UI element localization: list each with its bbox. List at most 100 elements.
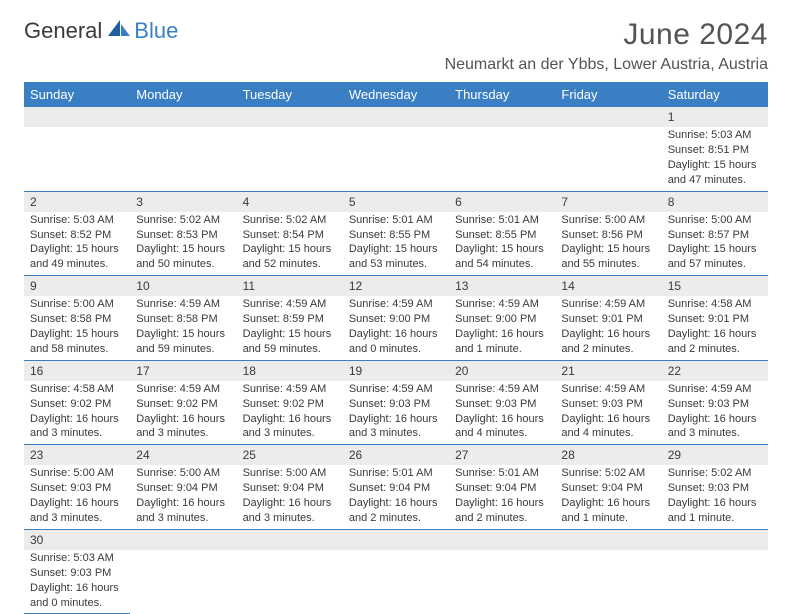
daylight-line: Daylight: 15 hours and 58 minutes.	[30, 327, 124, 357]
day-info-cell: Sunrise: 5:02 AMSunset: 8:53 PMDaylight:…	[130, 212, 236, 276]
sail-icon	[106, 18, 132, 38]
day-number-cell: 29	[662, 445, 768, 466]
sunrise-line: Sunrise: 5:02 AM	[243, 213, 337, 228]
daylight-line: Daylight: 16 hours and 3 minutes.	[349, 412, 443, 442]
day-number-cell: 20	[449, 360, 555, 381]
day-info-cell: Sunrise: 5:02 AMSunset: 9:04 PMDaylight:…	[555, 465, 661, 529]
day-info-cell: Sunrise: 4:59 AMSunset: 8:59 PMDaylight:…	[237, 296, 343, 360]
sunrise-line: Sunrise: 4:59 AM	[668, 382, 762, 397]
header: General Blue June 2024 Neumarkt an der Y…	[24, 18, 768, 74]
day-number-cell: 6	[449, 191, 555, 212]
day-number-cell: 21	[555, 360, 661, 381]
logo-text-blue: Blue	[134, 18, 178, 44]
info-row: Sunrise: 5:03 AMSunset: 8:51 PMDaylight:…	[24, 127, 768, 191]
day-number-cell	[343, 529, 449, 550]
sunrise-line: Sunrise: 5:01 AM	[349, 466, 443, 481]
day-number-cell: 28	[555, 445, 661, 466]
sunset-line: Sunset: 9:04 PM	[349, 481, 443, 496]
daylight-line: Daylight: 16 hours and 3 minutes.	[30, 412, 124, 442]
daylight-line: Daylight: 15 hours and 50 minutes.	[136, 242, 230, 272]
daylight-line: Daylight: 16 hours and 2 minutes.	[455, 496, 549, 526]
day-info-cell	[449, 550, 555, 614]
day-info-cell: Sunrise: 4:59 AMSunset: 9:02 PMDaylight:…	[130, 381, 236, 445]
day-info-cell: Sunrise: 4:59 AMSunset: 9:00 PMDaylight:…	[449, 296, 555, 360]
day-info-cell: Sunrise: 5:00 AMSunset: 9:04 PMDaylight:…	[130, 465, 236, 529]
sunrise-line: Sunrise: 4:59 AM	[243, 382, 337, 397]
sunset-line: Sunset: 8:55 PM	[349, 228, 443, 243]
day-info-cell	[237, 127, 343, 191]
daylight-line: Daylight: 16 hours and 4 minutes.	[561, 412, 655, 442]
day-number-cell	[449, 529, 555, 550]
day-info-cell	[555, 550, 661, 614]
day-number-cell: 25	[237, 445, 343, 466]
day-header: Saturday	[662, 82, 768, 107]
day-number-cell: 18	[237, 360, 343, 381]
sunrise-line: Sunrise: 5:00 AM	[668, 213, 762, 228]
day-number-cell: 26	[343, 445, 449, 466]
day-number-cell: 30	[24, 529, 130, 550]
daylight-line: Daylight: 16 hours and 2 minutes.	[561, 327, 655, 357]
daylight-line: Daylight: 16 hours and 3 minutes.	[243, 496, 337, 526]
day-number-cell: 7	[555, 191, 661, 212]
sunrise-line: Sunrise: 4:59 AM	[561, 382, 655, 397]
day-info-cell	[130, 550, 236, 614]
day-info-cell: Sunrise: 4:59 AMSunset: 9:03 PMDaylight:…	[343, 381, 449, 445]
daylight-line: Daylight: 15 hours and 53 minutes.	[349, 242, 443, 272]
sunrise-line: Sunrise: 5:00 AM	[561, 213, 655, 228]
day-info-cell	[130, 127, 236, 191]
daylight-line: Daylight: 16 hours and 3 minutes.	[136, 412, 230, 442]
day-number-cell: 27	[449, 445, 555, 466]
sunset-line: Sunset: 8:58 PM	[136, 312, 230, 327]
day-number-cell	[237, 107, 343, 127]
day-info-cell: Sunrise: 4:58 AMSunset: 9:02 PMDaylight:…	[24, 381, 130, 445]
sunrise-line: Sunrise: 4:59 AM	[561, 297, 655, 312]
info-row: Sunrise: 4:58 AMSunset: 9:02 PMDaylight:…	[24, 381, 768, 445]
day-info-cell: Sunrise: 4:59 AMSunset: 9:02 PMDaylight:…	[237, 381, 343, 445]
day-info-cell	[555, 127, 661, 191]
day-header: Wednesday	[343, 82, 449, 107]
daylight-line: Daylight: 16 hours and 2 minutes.	[668, 327, 762, 357]
day-number-cell: 8	[662, 191, 768, 212]
day-info-cell	[24, 127, 130, 191]
sunset-line: Sunset: 8:58 PM	[30, 312, 124, 327]
day-number-cell: 22	[662, 360, 768, 381]
info-row: Sunrise: 5:03 AMSunset: 9:03 PMDaylight:…	[24, 550, 768, 614]
sunset-line: Sunset: 9:03 PM	[455, 397, 549, 412]
day-number-cell: 9	[24, 276, 130, 297]
day-header-row: Sunday Monday Tuesday Wednesday Thursday…	[24, 82, 768, 107]
day-number-cell: 12	[343, 276, 449, 297]
daylight-line: Daylight: 16 hours and 3 minutes.	[243, 412, 337, 442]
daynum-row: 9101112131415	[24, 276, 768, 297]
day-info-cell: Sunrise: 5:01 AMSunset: 9:04 PMDaylight:…	[449, 465, 555, 529]
daylight-line: Daylight: 16 hours and 3 minutes.	[668, 412, 762, 442]
sunset-line: Sunset: 8:52 PM	[30, 228, 124, 243]
sunset-line: Sunset: 9:04 PM	[455, 481, 549, 496]
day-number-cell: 15	[662, 276, 768, 297]
day-number-cell: 24	[130, 445, 236, 466]
daylight-line: Daylight: 15 hours and 54 minutes.	[455, 242, 549, 272]
day-number-cell: 23	[24, 445, 130, 466]
daylight-line: Daylight: 16 hours and 3 minutes.	[136, 496, 230, 526]
sunset-line: Sunset: 9:04 PM	[136, 481, 230, 496]
daynum-row: 30	[24, 529, 768, 550]
logo: General Blue	[24, 18, 178, 44]
sunrise-line: Sunrise: 5:03 AM	[30, 551, 124, 566]
day-info-cell: Sunrise: 4:58 AMSunset: 9:01 PMDaylight:…	[662, 296, 768, 360]
daynum-row: 1	[24, 107, 768, 127]
sunset-line: Sunset: 9:01 PM	[668, 312, 762, 327]
location: Neumarkt an der Ybbs, Lower Austria, Aus…	[445, 56, 768, 74]
daylight-line: Daylight: 16 hours and 0 minutes.	[30, 581, 124, 611]
sunrise-line: Sunrise: 4:59 AM	[349, 297, 443, 312]
day-number-cell: 4	[237, 191, 343, 212]
day-header: Friday	[555, 82, 661, 107]
daylight-line: Daylight: 15 hours and 57 minutes.	[668, 242, 762, 272]
day-info-cell: Sunrise: 5:03 AMSunset: 8:51 PMDaylight:…	[662, 127, 768, 191]
day-header: Sunday	[24, 82, 130, 107]
day-number-cell	[555, 529, 661, 550]
daylight-line: Daylight: 16 hours and 1 minute.	[561, 496, 655, 526]
day-number-cell	[130, 107, 236, 127]
sunset-line: Sunset: 8:51 PM	[668, 143, 762, 158]
sunset-line: Sunset: 9:03 PM	[668, 481, 762, 496]
logo-text-general: General	[24, 18, 102, 44]
day-number-cell: 3	[130, 191, 236, 212]
